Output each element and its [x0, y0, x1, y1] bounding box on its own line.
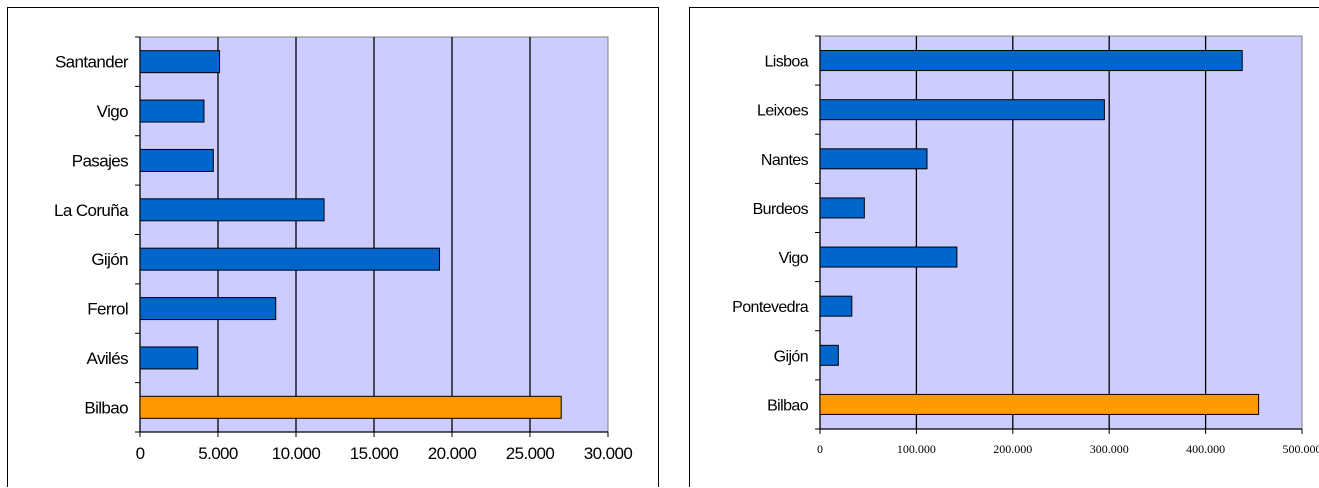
- category-label: Nantes: [761, 152, 809, 169]
- bar-lisboa: [820, 51, 1242, 71]
- category-label: Leixoes: [757, 103, 809, 120]
- category-label: Pontevedra: [732, 299, 809, 316]
- x-tick-label: 20.000: [428, 444, 477, 463]
- bar-avilés: [140, 347, 198, 369]
- x-tick-label: 30.000: [584, 444, 633, 463]
- category-label: Bilbao: [84, 398, 128, 417]
- bar-gijón: [820, 345, 838, 365]
- bar-pasajes: [140, 149, 213, 171]
- bar-bilbao: [820, 394, 1259, 414]
- category-label: Burdeos: [753, 201, 809, 218]
- x-tick-label: 0: [817, 442, 823, 456]
- x-tick-label: 10.000: [272, 444, 321, 463]
- bar-burdeos: [820, 198, 864, 218]
- bar-nantes: [820, 149, 927, 169]
- bar-vigo: [820, 247, 957, 267]
- category-label: Vigo: [97, 102, 128, 121]
- bar-chart-ports-left: 0 5.000 10.000 15.000 20.000 25.000 30.000 Sant…: [8, 8, 660, 488]
- category-label: Gijón: [774, 348, 808, 365]
- bar-chart-ports-right: 0 100.000 200.000 300.000 400.000 500.000 Lisb…: [690, 8, 1319, 488]
- category-label: Bilbao: [767, 397, 809, 414]
- x-tick-label: 15.000: [350, 444, 399, 463]
- bar-la-coruña: [140, 199, 324, 221]
- category-label: Lisboa: [764, 54, 808, 71]
- chart-panel-right: 0 100.000 200.000 300.000 400.000 500.000 Lisb…: [689, 7, 1319, 487]
- x-tick-label: 500.000: [1283, 442, 1319, 456]
- category-label: Ferrol: [87, 300, 128, 319]
- category-label: Vigo: [779, 250, 809, 267]
- x-tick-label: 25.000: [506, 444, 555, 463]
- bar-vigo: [140, 100, 204, 122]
- bar-ferrol: [140, 298, 276, 320]
- chart-panel-left: 0 5.000 10.000 15.000 20.000 25.000 30.000 Sant…: [7, 7, 659, 487]
- x-tick-label: 5.000: [198, 444, 238, 463]
- bar-santander: [140, 51, 220, 73]
- category-label: Pasajes: [72, 151, 128, 170]
- bar-pontevedra: [820, 296, 852, 316]
- category-label: La Coruña: [54, 201, 129, 220]
- x-tick-label: 100.000: [897, 442, 936, 456]
- bar-bilbao: [140, 396, 561, 418]
- bar-leixoes: [820, 100, 1104, 120]
- x-tick-label: 200.000: [993, 442, 1032, 456]
- x-tick-label: 400.000: [1186, 442, 1225, 456]
- category-label: Santander: [55, 53, 129, 72]
- bar-gijón: [140, 248, 440, 270]
- category-label: Avilés: [87, 349, 129, 368]
- category-label: Gijón: [91, 250, 128, 269]
- x-tick-label: 0: [136, 444, 145, 463]
- plot-area: [820, 36, 1302, 429]
- x-tick-label: 300.000: [1090, 442, 1129, 456]
